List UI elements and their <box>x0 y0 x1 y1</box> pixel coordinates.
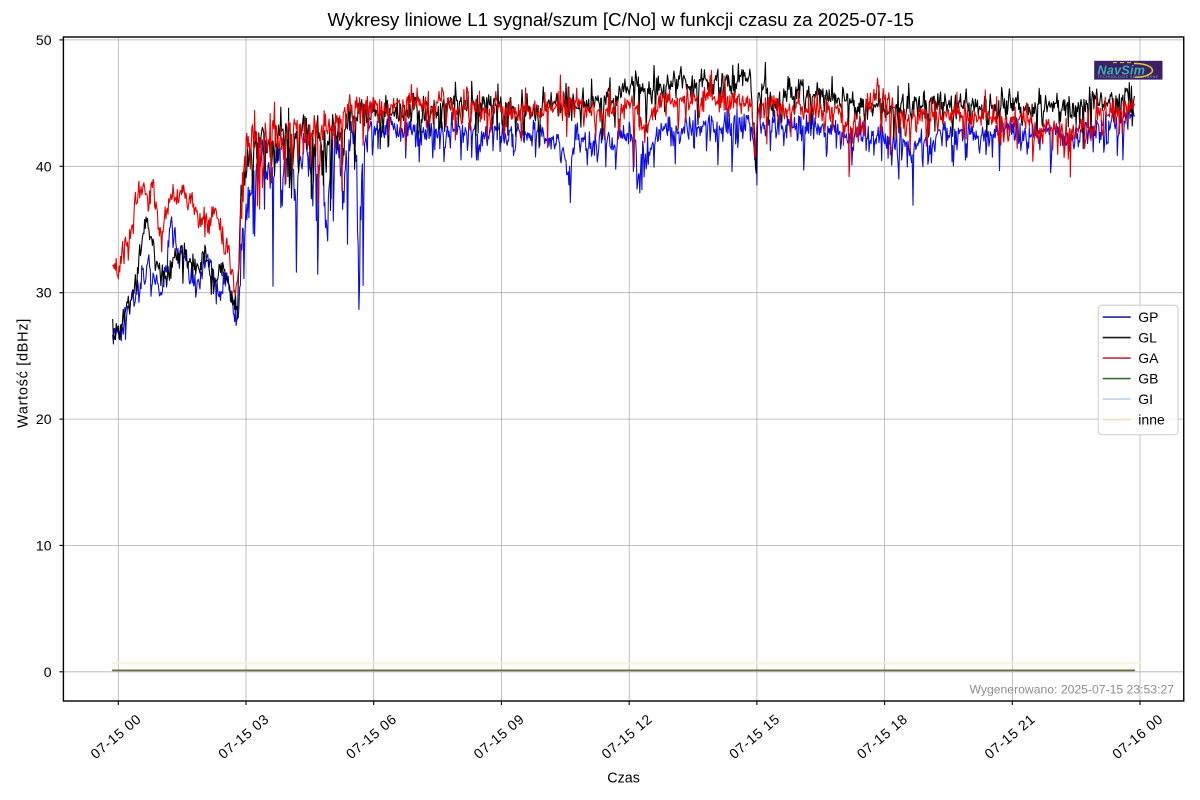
svg-text:GA: GA <box>1138 350 1159 366</box>
svg-text:0: 0 <box>44 664 52 680</box>
svg-text:Wygenerowano: 2025-07-15 23:53: Wygenerowano: 2025-07-15 23:53:27 <box>969 683 1174 697</box>
svg-text:inne: inne <box>1138 411 1165 427</box>
svg-text:Wykresy liniowe L1 sygnał/szum: Wykresy liniowe L1 sygnał/szum [C/No] w … <box>327 9 913 30</box>
svg-text:Wartość [dBHz]: Wartość [dBHz] <box>16 318 32 428</box>
svg-text:TECHNOLOGIE SATELITARNE: TECHNOLOGIE SATELITARNE <box>1098 75 1159 79</box>
svg-text:10: 10 <box>36 537 52 553</box>
svg-text:GL: GL <box>1138 329 1157 345</box>
svg-text:30: 30 <box>36 285 52 301</box>
svg-text:GB: GB <box>1138 370 1158 386</box>
svg-text:NavSim: NavSim <box>1098 64 1146 78</box>
svg-text:GP: GP <box>1138 309 1158 325</box>
svg-text:40: 40 <box>36 158 52 174</box>
svg-text:Czas: Czas <box>607 771 640 787</box>
svg-text:20: 20 <box>36 411 52 427</box>
svg-text:50: 50 <box>36 32 52 48</box>
svg-text:GI: GI <box>1138 391 1153 407</box>
